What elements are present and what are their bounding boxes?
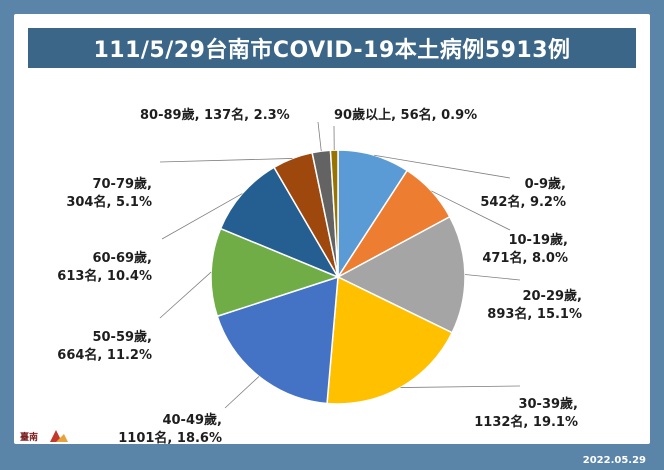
pie-slice xyxy=(336,215,466,334)
slice-label: 30-39歲, 1132名, 19.1% xyxy=(474,396,578,430)
leader-line xyxy=(161,193,243,240)
svg-text:臺南: 臺南 xyxy=(20,431,38,443)
leader-line xyxy=(159,158,293,163)
slice-label: 90歲以上, 56名, 0.9% xyxy=(334,107,477,123)
leader-line xyxy=(400,385,521,388)
leader-line xyxy=(224,376,260,409)
slice-label: 70-79歲, 304名, 5.1% xyxy=(66,176,152,210)
pie-slice xyxy=(210,227,341,318)
footer-date: 2022.05.29 xyxy=(582,455,646,466)
slice-label: 50-59歲, 664名, 11.2% xyxy=(57,329,152,363)
slice-label: 20-29歲, 893名, 15.1% xyxy=(487,288,582,322)
tainan-logo-icon: 臺南 xyxy=(20,430,68,443)
slice-label: 60-69歲, 613名, 10.4% xyxy=(57,250,152,284)
title-bar: 111/5/29台南市COVID-19本土病例5913例 xyxy=(26,26,638,70)
leader-line xyxy=(464,274,521,281)
slice-label: 40-49歲, 1101名, 18.6% xyxy=(118,412,222,446)
pie-slice xyxy=(216,275,339,405)
leader-line xyxy=(317,121,322,152)
pie-slice xyxy=(326,275,454,405)
pie-slice xyxy=(219,166,340,279)
leader-line xyxy=(374,154,511,179)
slice-label: 10-19歲, 471名, 8.0% xyxy=(482,232,568,266)
leader-line xyxy=(431,190,511,231)
slice-label: 0-9歲, 542名, 9.2% xyxy=(480,176,566,210)
leader-line xyxy=(159,271,212,319)
slice-label: 80-89歲, 137名, 2.3% xyxy=(140,107,290,123)
chart-title: 111/5/29台南市COVID-19本土病例5913例 xyxy=(93,38,571,63)
